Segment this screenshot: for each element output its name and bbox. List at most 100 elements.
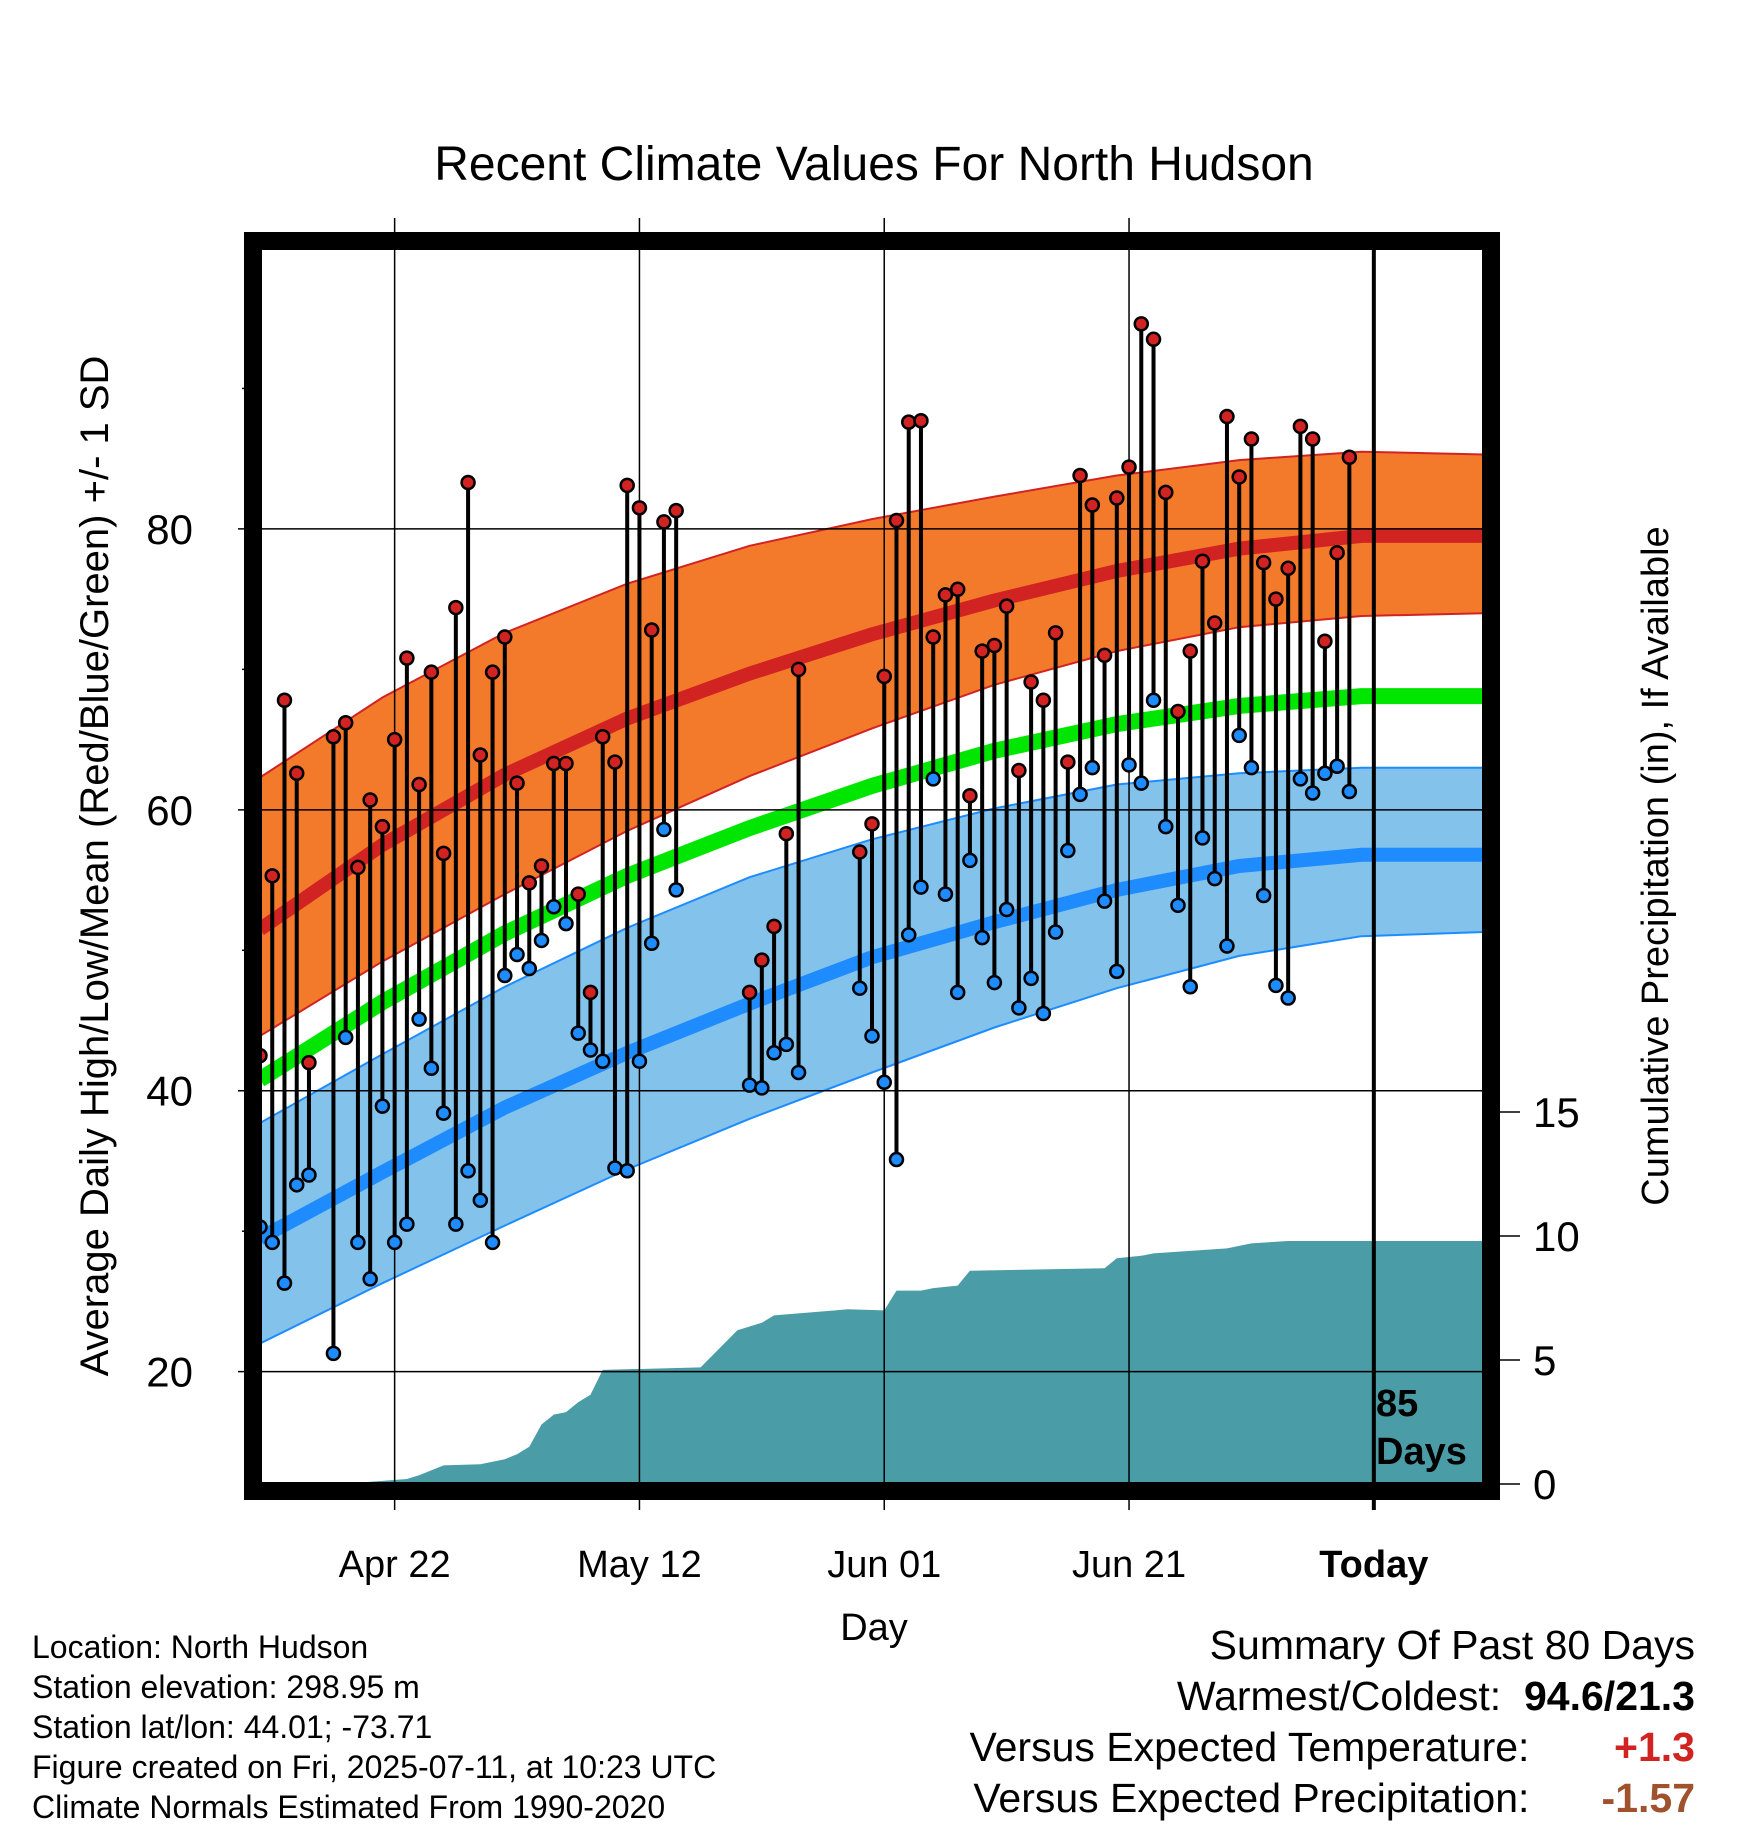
high-sd-band: [260, 450, 1484, 1038]
obs-high-point: [1060, 754, 1076, 770]
obs-low-point: [276, 1275, 293, 1291]
temp-label: Versus Expected Temperature:: [969, 1724, 1530, 1770]
obs-low-point: [435, 1105, 452, 1121]
obs-low-point: [1304, 785, 1321, 801]
obs-high-point: [913, 413, 929, 429]
obs-low-point: [741, 1077, 758, 1093]
obs-high-point: [1072, 467, 1088, 484]
obs-high-point: [876, 668, 892, 685]
obs-low-point: [1280, 990, 1296, 1006]
today-annotation: Days: [1376, 1431, 1467, 1473]
obs-high-point: [264, 868, 280, 884]
obs-low-point: [1084, 759, 1101, 776]
obs-low-point: [350, 1234, 366, 1251]
obs-high-point: [594, 729, 611, 745]
obs-low-point: [1047, 924, 1064, 940]
obs-high-point: [1329, 545, 1345, 561]
y-left-tick-label: 60: [146, 787, 193, 834]
obs-low-point: [668, 882, 684, 898]
obs-high-point: [900, 414, 917, 430]
warmest-label: Warmest/Coldest:: [1176, 1673, 1502, 1719]
obs-high-point: [362, 792, 378, 808]
obs-high-point: [986, 637, 1003, 654]
obs-low-point: [766, 1045, 782, 1061]
obs-low-point: [607, 1160, 623, 1176]
obs-low-point: [472, 1192, 489, 1209]
obs-low-point: [852, 980, 868, 996]
high-normal-line: [260, 528, 1484, 935]
location-text: Location: North Hudson: [32, 1629, 369, 1665]
x-tick-label: Jun 01: [827, 1544, 941, 1586]
summary-precip-row: Versus Expected Precipitation: -1.57: [970, 1773, 1695, 1824]
normals-text: Climate Normals Estimated From 1990-2020: [32, 1789, 666, 1825]
obs-low-point: [1096, 893, 1113, 909]
obs-high-point: [778, 825, 795, 842]
obs-high-point: [656, 514, 672, 530]
obs-high-point: [1341, 449, 1358, 466]
obs-high-point: [1121, 459, 1137, 475]
obs-low-point: [656, 821, 672, 838]
x-tick-label: Jun 21: [1072, 1544, 1186, 1586]
obs-low-point: [1035, 1005, 1052, 1022]
obs-high-point: [766, 918, 782, 935]
obs-high-point: [1194, 553, 1211, 569]
obs-high-point: [497, 629, 513, 645]
obs-low-point: [521, 960, 538, 977]
today-annotation: 85: [1376, 1383, 1418, 1425]
summary-temp-row: Versus Expected Temperature: +1.3: [970, 1722, 1695, 1773]
obs-low-point: [509, 946, 525, 963]
obs-high-point: [1145, 331, 1162, 348]
obs-low-point: [754, 1080, 770, 1096]
obs-low-point: [570, 1025, 586, 1041]
obs-high-point: [1219, 408, 1235, 425]
obs-high-point: [570, 886, 586, 902]
obs-low-point: [301, 1167, 317, 1183]
obs-low-point: [337, 1029, 354, 1046]
obs-high-point: [668, 502, 684, 519]
obs-low-point: [876, 1074, 892, 1091]
obs-high-point: [350, 859, 366, 876]
obs-high-point: [374, 818, 391, 835]
obs-high-point: [790, 661, 807, 678]
y-axis-label-left: Average Daily High/Low/Mean (Red/Blue/Gr…: [73, 356, 117, 1377]
y-right-tick-label: 10: [1533, 1213, 1580, 1260]
obs-low-point: [1243, 759, 1260, 776]
mean-normal-line: [260, 688, 1484, 1087]
obs-high-point: [1255, 554, 1272, 571]
obs-low-point: [546, 898, 562, 915]
obs-high-point: [619, 477, 635, 494]
obs-high-point: [1292, 418, 1309, 435]
plot-frame: [244, 232, 1500, 1500]
obs-high-point: [276, 692, 293, 709]
y-left-tick-label: 80: [146, 506, 193, 553]
obs-low-point: [998, 901, 1015, 918]
obs-high-point: [631, 500, 648, 516]
obs-low-point: [1133, 775, 1150, 791]
x-tick-label: Today: [1319, 1544, 1428, 1586]
obs-low-point: [778, 1036, 795, 1053]
obs-low-point: [643, 935, 660, 951]
obs-low-point: [1194, 830, 1211, 846]
x-tick-label: May 12: [577, 1544, 702, 1586]
y-axis-label-right: Cumulative Precipitation (in), If Availa…: [1635, 526, 1677, 1205]
obs-low-point: [1023, 970, 1039, 987]
obs-low-point: [1182, 979, 1198, 995]
obs-high-point: [925, 629, 941, 645]
obs-high-point: [1133, 316, 1150, 332]
obs-low-point: [631, 1053, 648, 1069]
obs-low-point: [484, 1234, 501, 1251]
obs-high-point: [741, 984, 758, 1001]
obs-high-point: [484, 664, 501, 680]
obs-high-point: [1243, 431, 1260, 447]
grid-layer: [238, 218, 1520, 1510]
obs-low-point: [619, 1163, 635, 1179]
obs-high-point: [399, 650, 415, 666]
text-layer: Recent Climate Values For North Hudson Da…: [73, 138, 1677, 1649]
obs-high-point: [1109, 490, 1125, 506]
precipitation-layer: [357, 1241, 1484, 1484]
summary-panel: Summary Of Past 80 Days Warmest/Coldest:…: [970, 1620, 1695, 1824]
obs-low-point: [497, 967, 513, 984]
obs-high-point: [423, 664, 440, 680]
summary-warmest-row: Warmest/Coldest: 94.6/21.3: [970, 1671, 1695, 1722]
obs-high-point: [607, 754, 623, 770]
